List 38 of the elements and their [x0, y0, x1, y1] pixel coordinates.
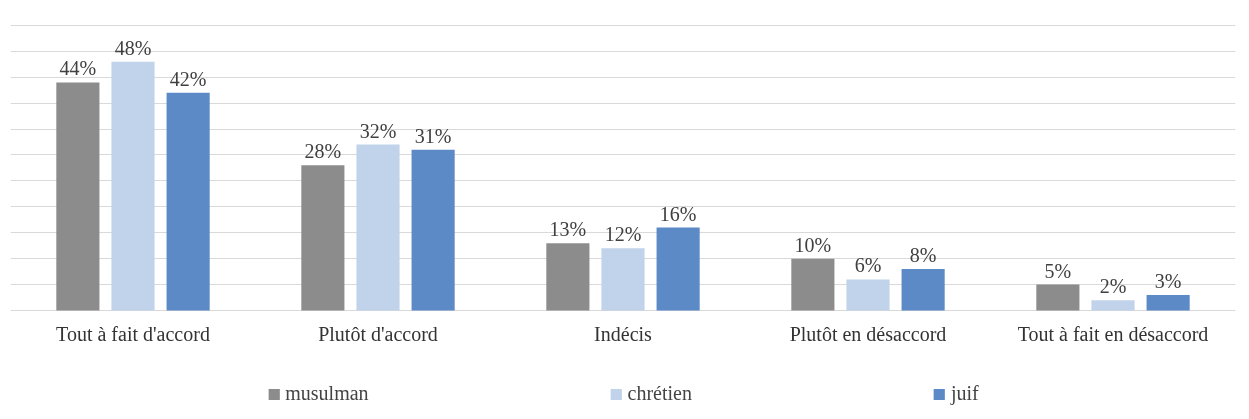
data-label: 12% — [604, 223, 642, 246]
x-tick-label: Plutôt d'accord — [318, 322, 438, 345]
data-label: 32% — [359, 119, 397, 142]
data-label: 44% — [59, 57, 97, 80]
bar — [301, 165, 345, 311]
bar — [1091, 300, 1135, 311]
bar — [656, 227, 700, 311]
bar — [546, 243, 590, 311]
bar — [791, 258, 835, 311]
data-label: 13% — [549, 218, 587, 241]
bar — [56, 82, 100, 311]
data-label: 5% — [1044, 259, 1072, 282]
bar — [1036, 284, 1080, 311]
x-tick-label: Plutôt en désaccord — [789, 322, 947, 345]
data-label: 6% — [854, 254, 882, 277]
data-label: 42% — [169, 67, 207, 90]
x-tick-label: Tout à fait d'accord — [56, 322, 210, 345]
bar — [166, 92, 210, 311]
x-tick-label: Indécis — [594, 322, 653, 345]
legend-label: juif — [950, 382, 979, 405]
legend-label: musulman — [285, 382, 369, 405]
data-label: 10% — [794, 233, 832, 256]
data-label: 31% — [414, 124, 452, 147]
bar — [356, 144, 400, 311]
data-label: 48% — [114, 36, 152, 59]
bar — [411, 149, 455, 311]
x-tick-label: Tout à fait en désaccord — [1017, 322, 1209, 345]
bar — [846, 279, 890, 311]
legend-label: chrétien — [627, 382, 692, 405]
data-label: 28% — [304, 140, 342, 163]
data-label: 8% — [909, 244, 937, 267]
data-label: 3% — [1154, 269, 1182, 292]
bar — [111, 61, 155, 311]
bar — [1146, 294, 1190, 311]
data-label: 16% — [659, 202, 697, 225]
bar — [901, 269, 945, 311]
data-label: 2% — [1099, 275, 1127, 298]
bar — [601, 248, 645, 311]
